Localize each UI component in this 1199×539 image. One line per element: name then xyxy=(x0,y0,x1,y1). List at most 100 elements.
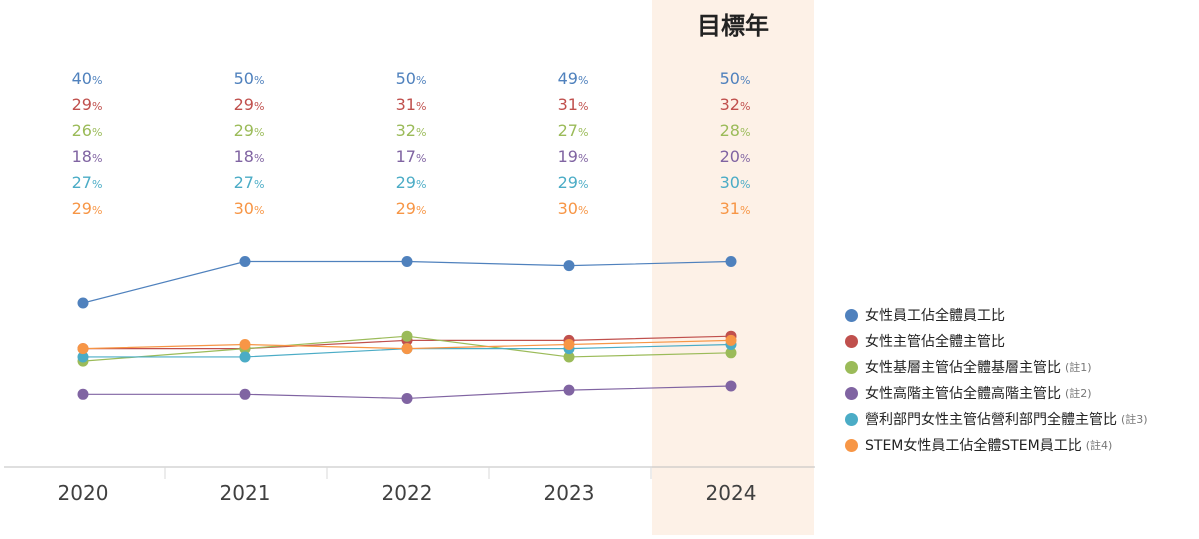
legend-marker-icon xyxy=(845,360,858,374)
data-label: 50% xyxy=(720,69,751,88)
data-label-value: 31 xyxy=(396,95,416,114)
data-label-unit: % xyxy=(254,100,264,113)
data-label-value: 20 xyxy=(720,147,740,166)
data-label-unit: % xyxy=(254,204,264,217)
data-label: 29% xyxy=(72,199,103,218)
data-label-value: 29 xyxy=(396,199,416,218)
target-year-highlight xyxy=(652,0,814,535)
data-label: 49% xyxy=(558,69,589,88)
data-label: 29% xyxy=(396,173,427,192)
x-tick-label: 2024 xyxy=(706,481,757,505)
data-label-value: 29 xyxy=(396,173,416,192)
data-label-unit: % xyxy=(254,126,264,139)
legend-note: (註1) xyxy=(1065,361,1092,374)
data-point xyxy=(239,339,251,350)
data-point xyxy=(725,256,737,267)
data-point xyxy=(77,351,89,363)
data-label-value: 28 xyxy=(720,121,740,140)
data-label: 18% xyxy=(234,147,265,166)
data-label-unit: % xyxy=(740,100,750,113)
legend: 女性員工佔全體員工比 女性主管佔全體主管比女性基層主管佔全體基層主管比 (註1) 女性… xyxy=(845,302,1148,458)
data-label-value: 30 xyxy=(234,199,254,218)
data-label-value: 32 xyxy=(396,121,416,140)
x-tick-label: 2023 xyxy=(544,481,595,505)
data-label: 27% xyxy=(558,121,589,140)
legend-note: (註3) xyxy=(1121,413,1148,426)
legend-marker-icon xyxy=(845,412,858,426)
data-label-unit: % xyxy=(578,126,588,139)
data-label-unit: % xyxy=(92,178,102,191)
data-label: 20% xyxy=(720,147,751,166)
data-label-value: 27 xyxy=(234,173,254,192)
data-label: 28% xyxy=(720,121,751,140)
data-label: 40% xyxy=(72,69,103,88)
legend-item: 營利部門女性主管佔營利部門全體主管比 (註3) xyxy=(845,406,1148,432)
data-label-unit: % xyxy=(740,152,750,165)
data-label: 32% xyxy=(396,121,427,140)
legend-label: 女性基層主管佔全體基層主管比 xyxy=(865,360,1061,376)
data-label-value: 50 xyxy=(720,69,740,88)
data-label-value: 18 xyxy=(234,147,254,166)
legend-item: 女性員工佔全體員工比 xyxy=(845,302,1148,328)
data-label-value: 30 xyxy=(720,173,740,192)
data-label: 29% xyxy=(396,199,427,218)
data-label-value: 29 xyxy=(234,121,254,140)
data-point xyxy=(725,347,737,359)
data-label: 50% xyxy=(396,69,427,88)
data-point xyxy=(77,297,89,309)
data-label-unit: % xyxy=(254,74,264,87)
data-label-value: 17 xyxy=(396,147,416,166)
data-label-value: 19 xyxy=(558,147,578,166)
legend-label: STEM女性員工佔全體STEM員工比 xyxy=(865,438,1082,454)
legend-marker-icon xyxy=(845,334,858,348)
data-label: 50% xyxy=(234,69,265,88)
data-label: 17% xyxy=(396,147,427,166)
data-label: 29% xyxy=(558,173,589,192)
legend-label: 女性高階主管佔全體高階主管比 xyxy=(865,386,1061,402)
legend-item: STEM女性員工佔全體STEM員工比 (註4) xyxy=(845,432,1148,458)
data-label: 32% xyxy=(720,95,751,114)
legend-marker-icon xyxy=(845,308,858,322)
data-label-unit: % xyxy=(578,178,588,191)
data-label-value: 27 xyxy=(558,121,578,140)
data-label-value: 26 xyxy=(72,121,92,140)
data-label: 27% xyxy=(72,173,103,192)
data-label-unit: % xyxy=(416,152,426,165)
data-label-unit: % xyxy=(740,74,750,87)
data-label-unit: % xyxy=(416,100,426,113)
data-label-unit: % xyxy=(92,74,102,87)
legend-item: 女性主管佔全體主管比 xyxy=(845,328,1148,354)
data-point xyxy=(563,260,575,272)
data-label-unit: % xyxy=(740,178,750,191)
target-year-label: 目標年 xyxy=(697,12,769,40)
data-point xyxy=(725,334,737,346)
data-label-value: 31 xyxy=(558,95,578,114)
data-label-value: 27 xyxy=(72,173,92,192)
data-label-value: 30 xyxy=(558,199,578,218)
data-point xyxy=(239,256,251,267)
data-label-value: 29 xyxy=(234,95,254,114)
data-label-unit: % xyxy=(740,204,750,217)
legend-label: 營利部門女性主管佔營利部門全體主管比 xyxy=(865,412,1117,428)
data-label-value: 29 xyxy=(558,173,578,192)
data-label-value: 40 xyxy=(72,69,92,88)
data-label: 29% xyxy=(234,121,265,140)
data-label-value: 50 xyxy=(234,69,254,88)
x-tick-label: 2021 xyxy=(220,481,271,505)
data-label-unit: % xyxy=(254,152,264,165)
data-label: 30% xyxy=(720,173,751,192)
legend-note: (註4) xyxy=(1085,439,1113,452)
data-label: 31% xyxy=(558,95,589,114)
data-point xyxy=(77,388,89,400)
data-label: 29% xyxy=(234,95,265,114)
data-label-unit: % xyxy=(92,204,102,217)
data-point xyxy=(239,388,251,400)
data-point xyxy=(563,384,575,396)
data-label-unit: % xyxy=(92,126,102,139)
x-tick-label: 2022 xyxy=(382,481,433,505)
data-point xyxy=(563,339,575,350)
data-label-unit: % xyxy=(254,178,264,191)
data-label-value: 29 xyxy=(72,199,92,218)
